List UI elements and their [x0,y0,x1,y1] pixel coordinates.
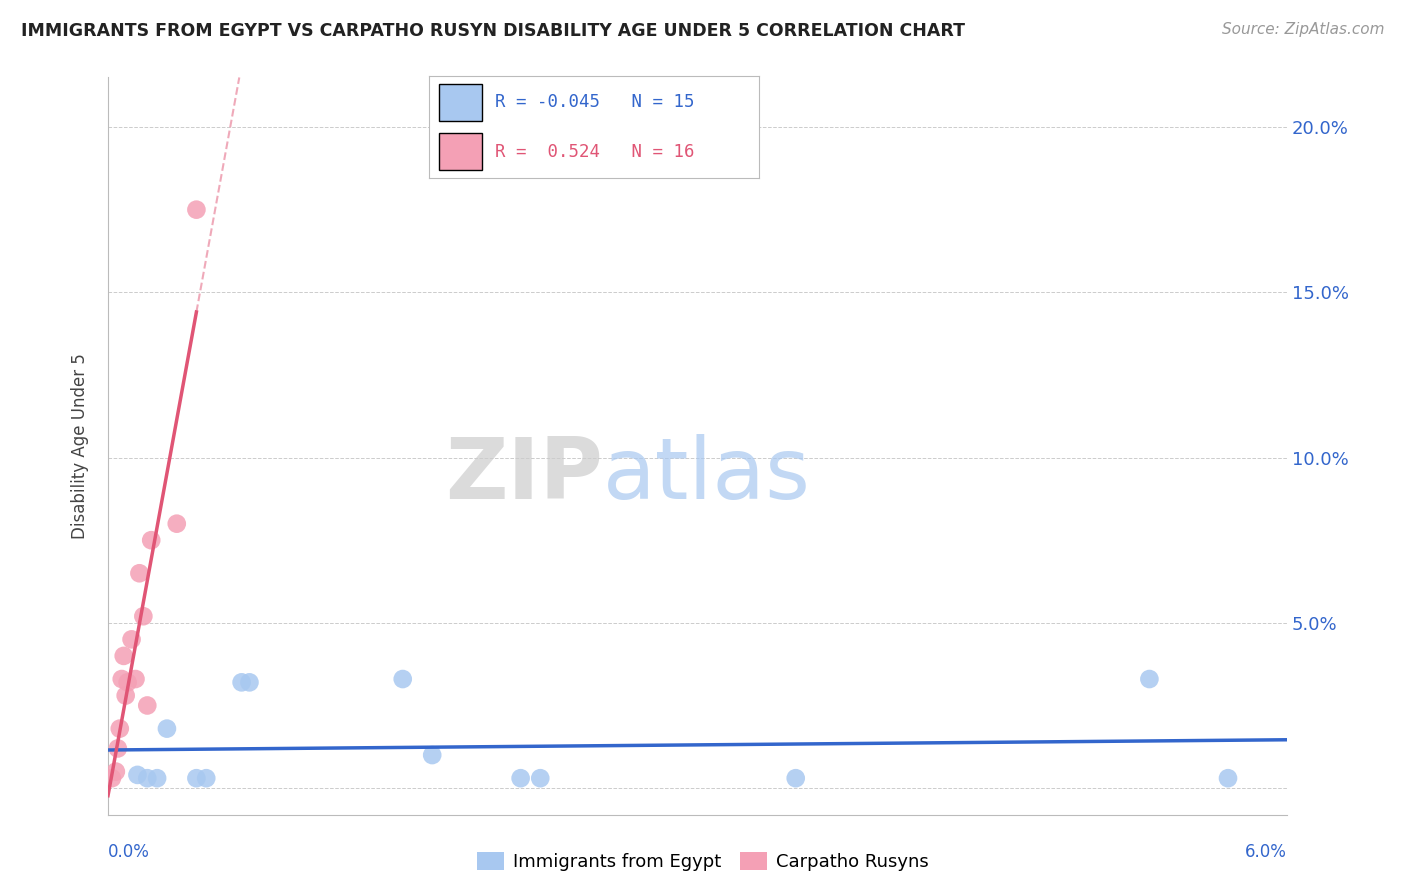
Legend: Immigrants from Egypt, Carpatho Rusyns: Immigrants from Egypt, Carpatho Rusyns [470,845,936,879]
Point [195,771,218,785]
Point [186,771,208,785]
Point [111,672,134,686]
Point [104,764,127,779]
Point [420,747,443,762]
Point [529,771,551,785]
Text: ZIP: ZIP [446,434,603,517]
Point [391,672,413,686]
Point [112,648,135,663]
Text: Source: ZipAtlas.com: Source: ZipAtlas.com [1222,22,1385,37]
Point [121,632,143,647]
Text: R = -0.045   N = 15: R = -0.045 N = 15 [495,94,695,112]
Point [128,566,150,581]
Point [107,741,129,756]
Point [509,771,531,785]
Point [146,771,169,785]
Text: atlas: atlas [603,434,811,517]
Point [166,516,188,531]
Point [156,722,179,736]
Point [117,675,139,690]
Point [1139,672,1161,686]
Point [141,533,163,548]
Point [132,609,155,624]
Text: 6.0%: 6.0% [1246,843,1286,861]
Point [136,698,159,713]
Point [785,771,807,785]
Point [124,672,146,686]
Text: IMMIGRANTS FROM EGYPT VS CARPATHO RUSYN DISABILITY AGE UNDER 5 CORRELATION CHART: IMMIGRANTS FROM EGYPT VS CARPATHO RUSYN … [21,22,965,40]
Point [101,771,124,785]
Point [108,722,131,736]
Point [186,202,208,217]
FancyBboxPatch shape [439,133,482,170]
Point [114,689,136,703]
Point [136,771,159,785]
Text: 0.0%: 0.0% [108,843,150,861]
Point [1216,771,1239,785]
Point [231,675,253,690]
FancyBboxPatch shape [439,84,482,121]
Text: R =  0.524   N = 16: R = 0.524 N = 16 [495,143,695,161]
Y-axis label: Disability Age Under 5: Disability Age Under 5 [72,353,89,539]
Point [238,675,260,690]
Point [127,768,149,782]
